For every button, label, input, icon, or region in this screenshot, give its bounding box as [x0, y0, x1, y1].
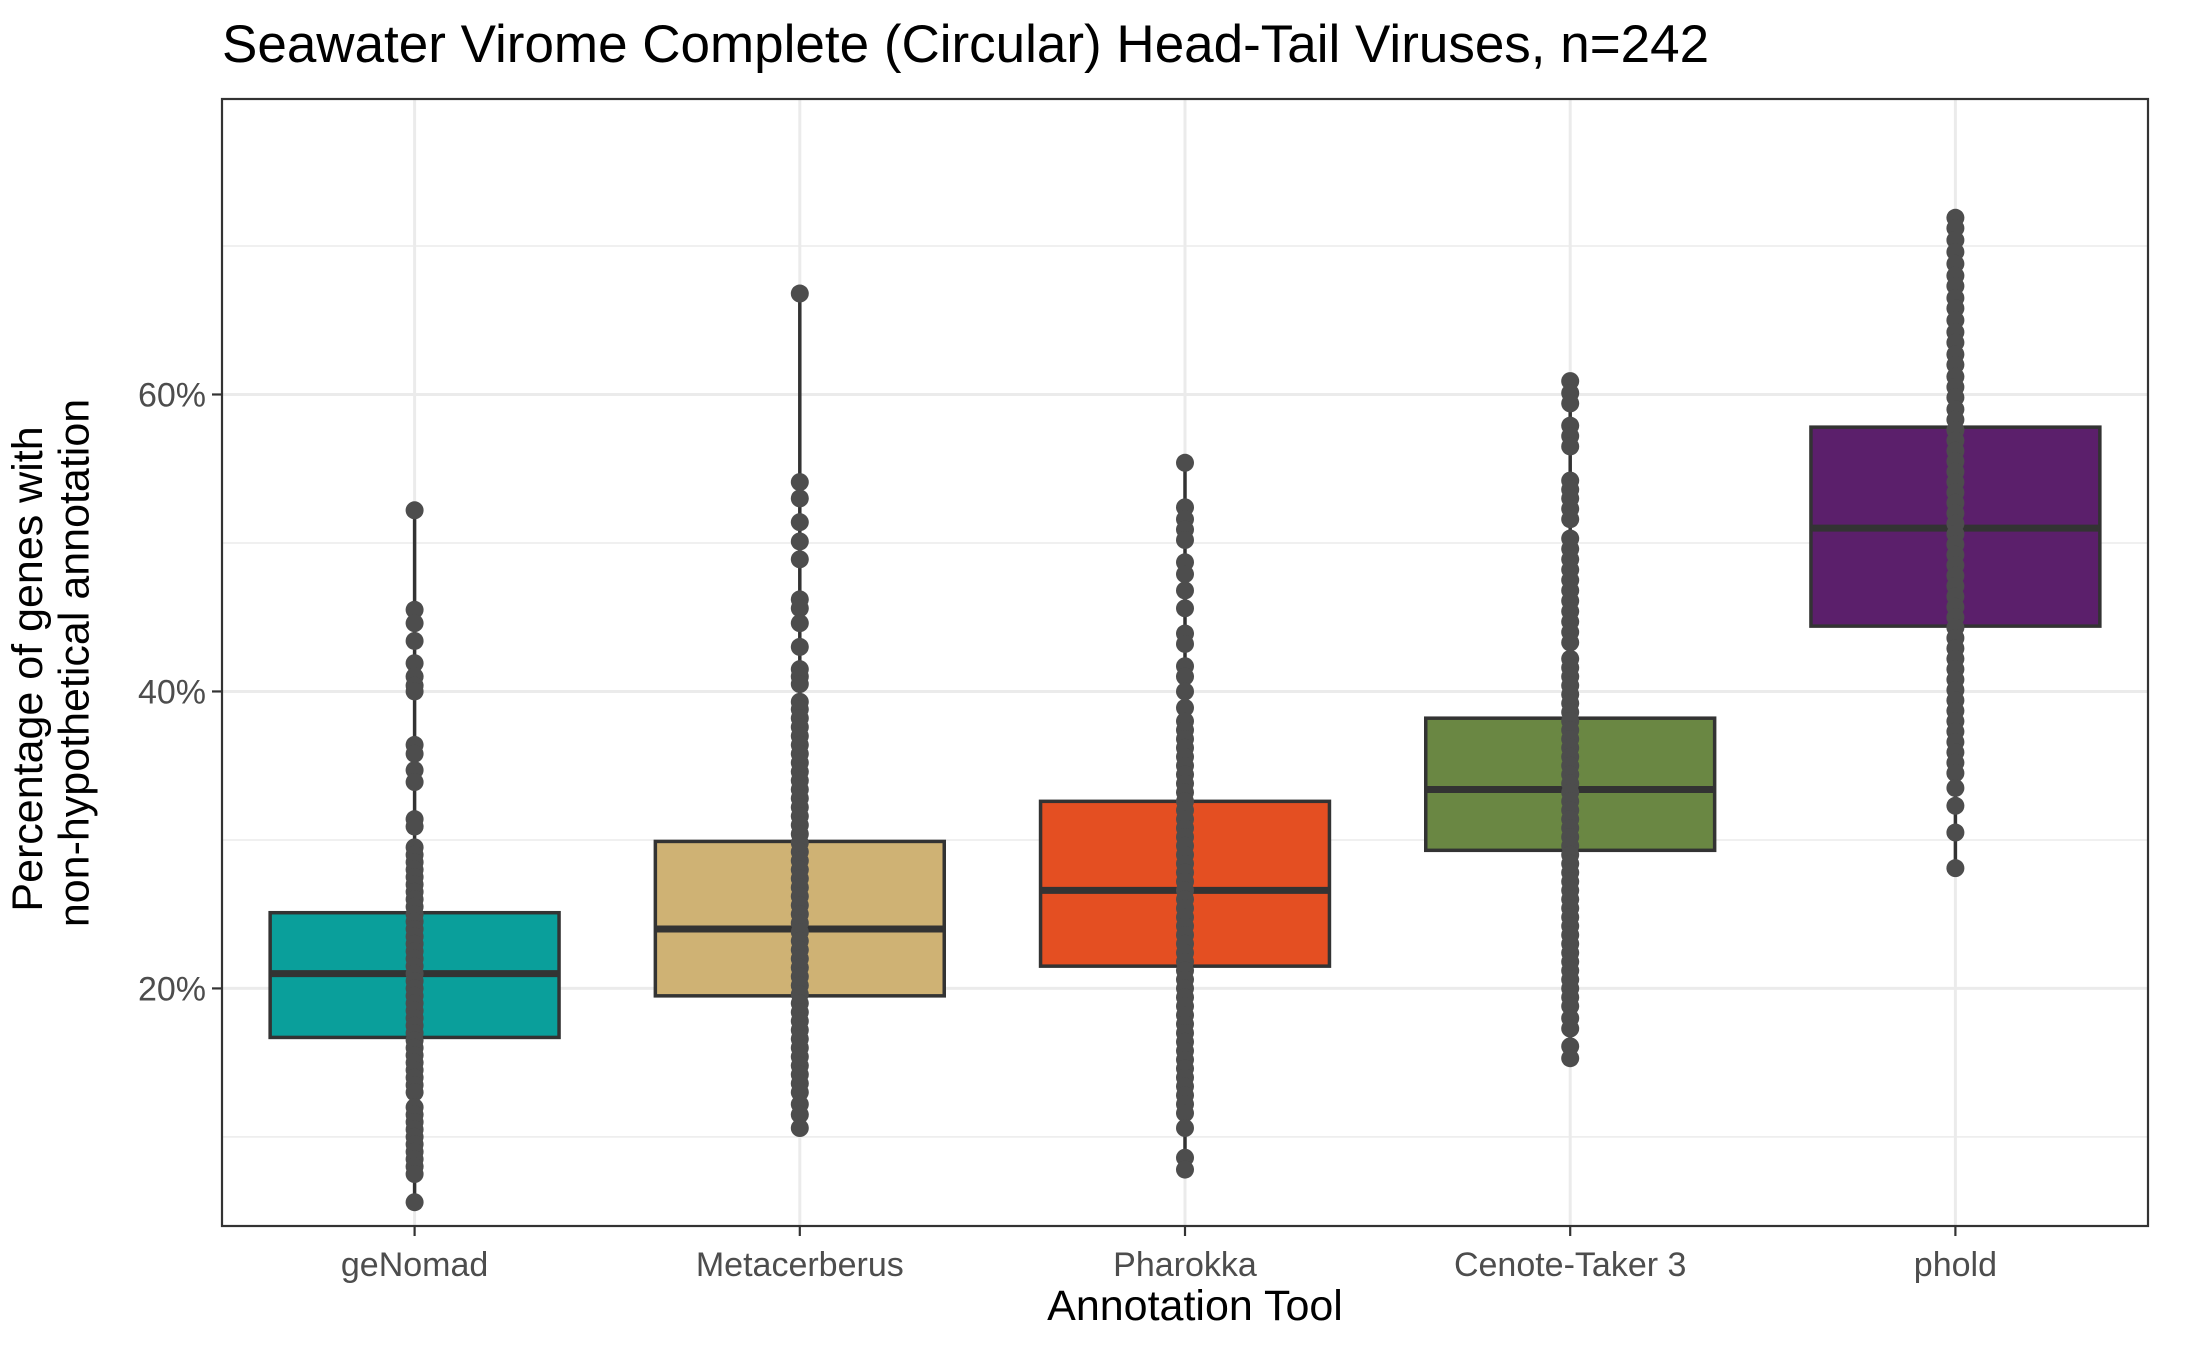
x-tick-label: Pharokka [1113, 1246, 1257, 1284]
data-point [405, 614, 424, 633]
data-point [1561, 1049, 1580, 1068]
data-point [1176, 581, 1194, 600]
y-axis: 20% 40% 60% [138, 376, 222, 1008]
data-point [790, 532, 809, 551]
x-tick-label: phold [1914, 1246, 1997, 1284]
data-point [1176, 634, 1194, 653]
data-point [790, 284, 809, 303]
x-tick-label: Metacerberus [696, 1246, 904, 1284]
data-point [1176, 599, 1194, 618]
data-point [1176, 698, 1194, 717]
x-axis: geNomad Metacerberus Pharokka Cenote-Taker … [341, 1226, 1997, 1284]
data-point [1176, 565, 1194, 584]
data-point [1176, 531, 1194, 549]
x-tick-label: geNomad [341, 1246, 488, 1284]
data-point [405, 501, 424, 520]
data-point [790, 473, 809, 492]
data-point [790, 1119, 809, 1137]
data-point [405, 744, 424, 763]
y-axis-title-line-1: Percentage of genes with [4, 426, 52, 911]
data-point [790, 614, 809, 633]
y-tick-label: 20% [138, 970, 206, 1008]
data-point [790, 513, 809, 532]
data-point [1946, 778, 1965, 797]
data-point [790, 599, 809, 618]
data-point [1176, 1160, 1194, 1179]
data-point [1946, 859, 1965, 878]
box-genomad [268, 501, 561, 1212]
data-point [790, 675, 809, 694]
data-point [405, 631, 424, 650]
data-point [1176, 667, 1194, 686]
data-point [790, 489, 809, 508]
data-point [1946, 823, 1965, 842]
data-point [1561, 437, 1580, 456]
data-point [405, 773, 424, 792]
box-cenote-taker-3 [1424, 372, 1717, 1068]
data-point [1176, 1119, 1194, 1137]
y-axis-title: Percentage of genes with non-hypothetica… [4, 399, 98, 927]
data-point [405, 1165, 424, 1184]
chart-title: Seawater Virome Complete (Circular) Head… [222, 15, 1709, 74]
data-point [405, 682, 424, 701]
box-pharokka [1038, 453, 1332, 1179]
x-tick-label: Cenote-Taker 3 [1454, 1246, 1686, 1284]
data-point [405, 1083, 424, 1102]
data-point [1561, 1019, 1580, 1038]
data-point [1561, 510, 1580, 529]
data-point [1946, 796, 1965, 815]
x-axis-title: Annotation Tool [1047, 1282, 1343, 1330]
data-point [405, 654, 424, 673]
data-point [790, 550, 809, 569]
data-point [1946, 764, 1965, 783]
y-tick-label: 40% [138, 673, 206, 711]
data-point [790, 1105, 809, 1124]
data-point [1176, 1104, 1194, 1123]
data-point [1176, 453, 1194, 472]
data-point [790, 637, 809, 656]
boxes [268, 208, 2102, 1212]
data-point [1176, 682, 1194, 701]
data-point [1561, 633, 1580, 652]
data-point [405, 817, 424, 836]
data-point [405, 1193, 424, 1212]
data-point [405, 600, 424, 619]
box-phold [1809, 208, 2102, 878]
box-metacerberus [653, 284, 946, 1137]
data-point [1561, 394, 1580, 413]
y-tick-label: 60% [138, 376, 206, 414]
y-axis-title-line-2: non-hypothetical annotation [50, 399, 98, 927]
